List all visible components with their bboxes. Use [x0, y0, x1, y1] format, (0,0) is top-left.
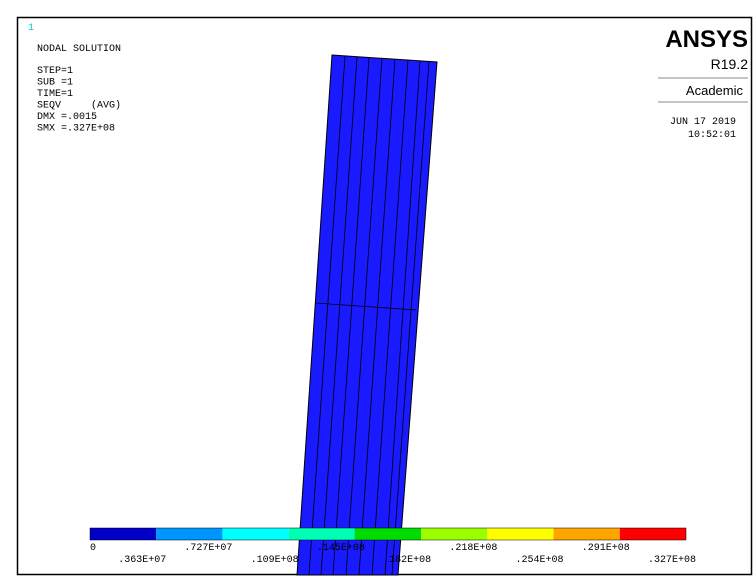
viewport: 1 NODAL SOLUTION STEP=1SUB =1TIME=1SEQV (… [0, 0, 755, 579]
info-line: SUB =1 [37, 78, 73, 89]
legend-label: .363E+07 [118, 555, 166, 566]
info-line: TIME=1 [37, 89, 73, 100]
time: 10:52:01 [688, 130, 736, 141]
info-line: STEP=1 [37, 66, 73, 77]
legend-swatch [421, 528, 487, 540]
logo-release: R19.2 [711, 56, 749, 72]
legend-swatch [156, 528, 222, 540]
legend-label: .109E+08 [251, 555, 299, 566]
legend-label: .145E+08 [317, 543, 365, 554]
date: JUN 17 2019 [670, 117, 736, 128]
legend-label: .327E+08 [648, 555, 696, 566]
legend-swatch [487, 528, 553, 540]
legend-swatch [355, 528, 421, 540]
legend-swatch [620, 528, 686, 540]
info-line: SEQV (AVG) [37, 100, 121, 112]
logo-edition: Academic [686, 83, 744, 98]
info-line: SMX =.327E+08 [37, 124, 115, 135]
legend-label: .727E+07 [184, 543, 232, 554]
legend-swatch [90, 528, 156, 540]
info-line: NODAL SOLUTION [37, 44, 121, 55]
legend-swatch [554, 528, 620, 540]
legend-label: 0 [90, 543, 96, 554]
info-line: DMX =.0015 [37, 112, 97, 123]
legend-label: .254E+08 [516, 555, 564, 566]
window-number: 1 [28, 23, 34, 34]
legend-swatch [289, 528, 355, 540]
legend-label: .291E+08 [582, 543, 630, 554]
legend-label: .182E+08 [383, 555, 431, 566]
logo-brand: ANSYS [665, 26, 748, 53]
legend-swatch [222, 528, 288, 540]
legend-label: .218E+08 [449, 543, 497, 554]
